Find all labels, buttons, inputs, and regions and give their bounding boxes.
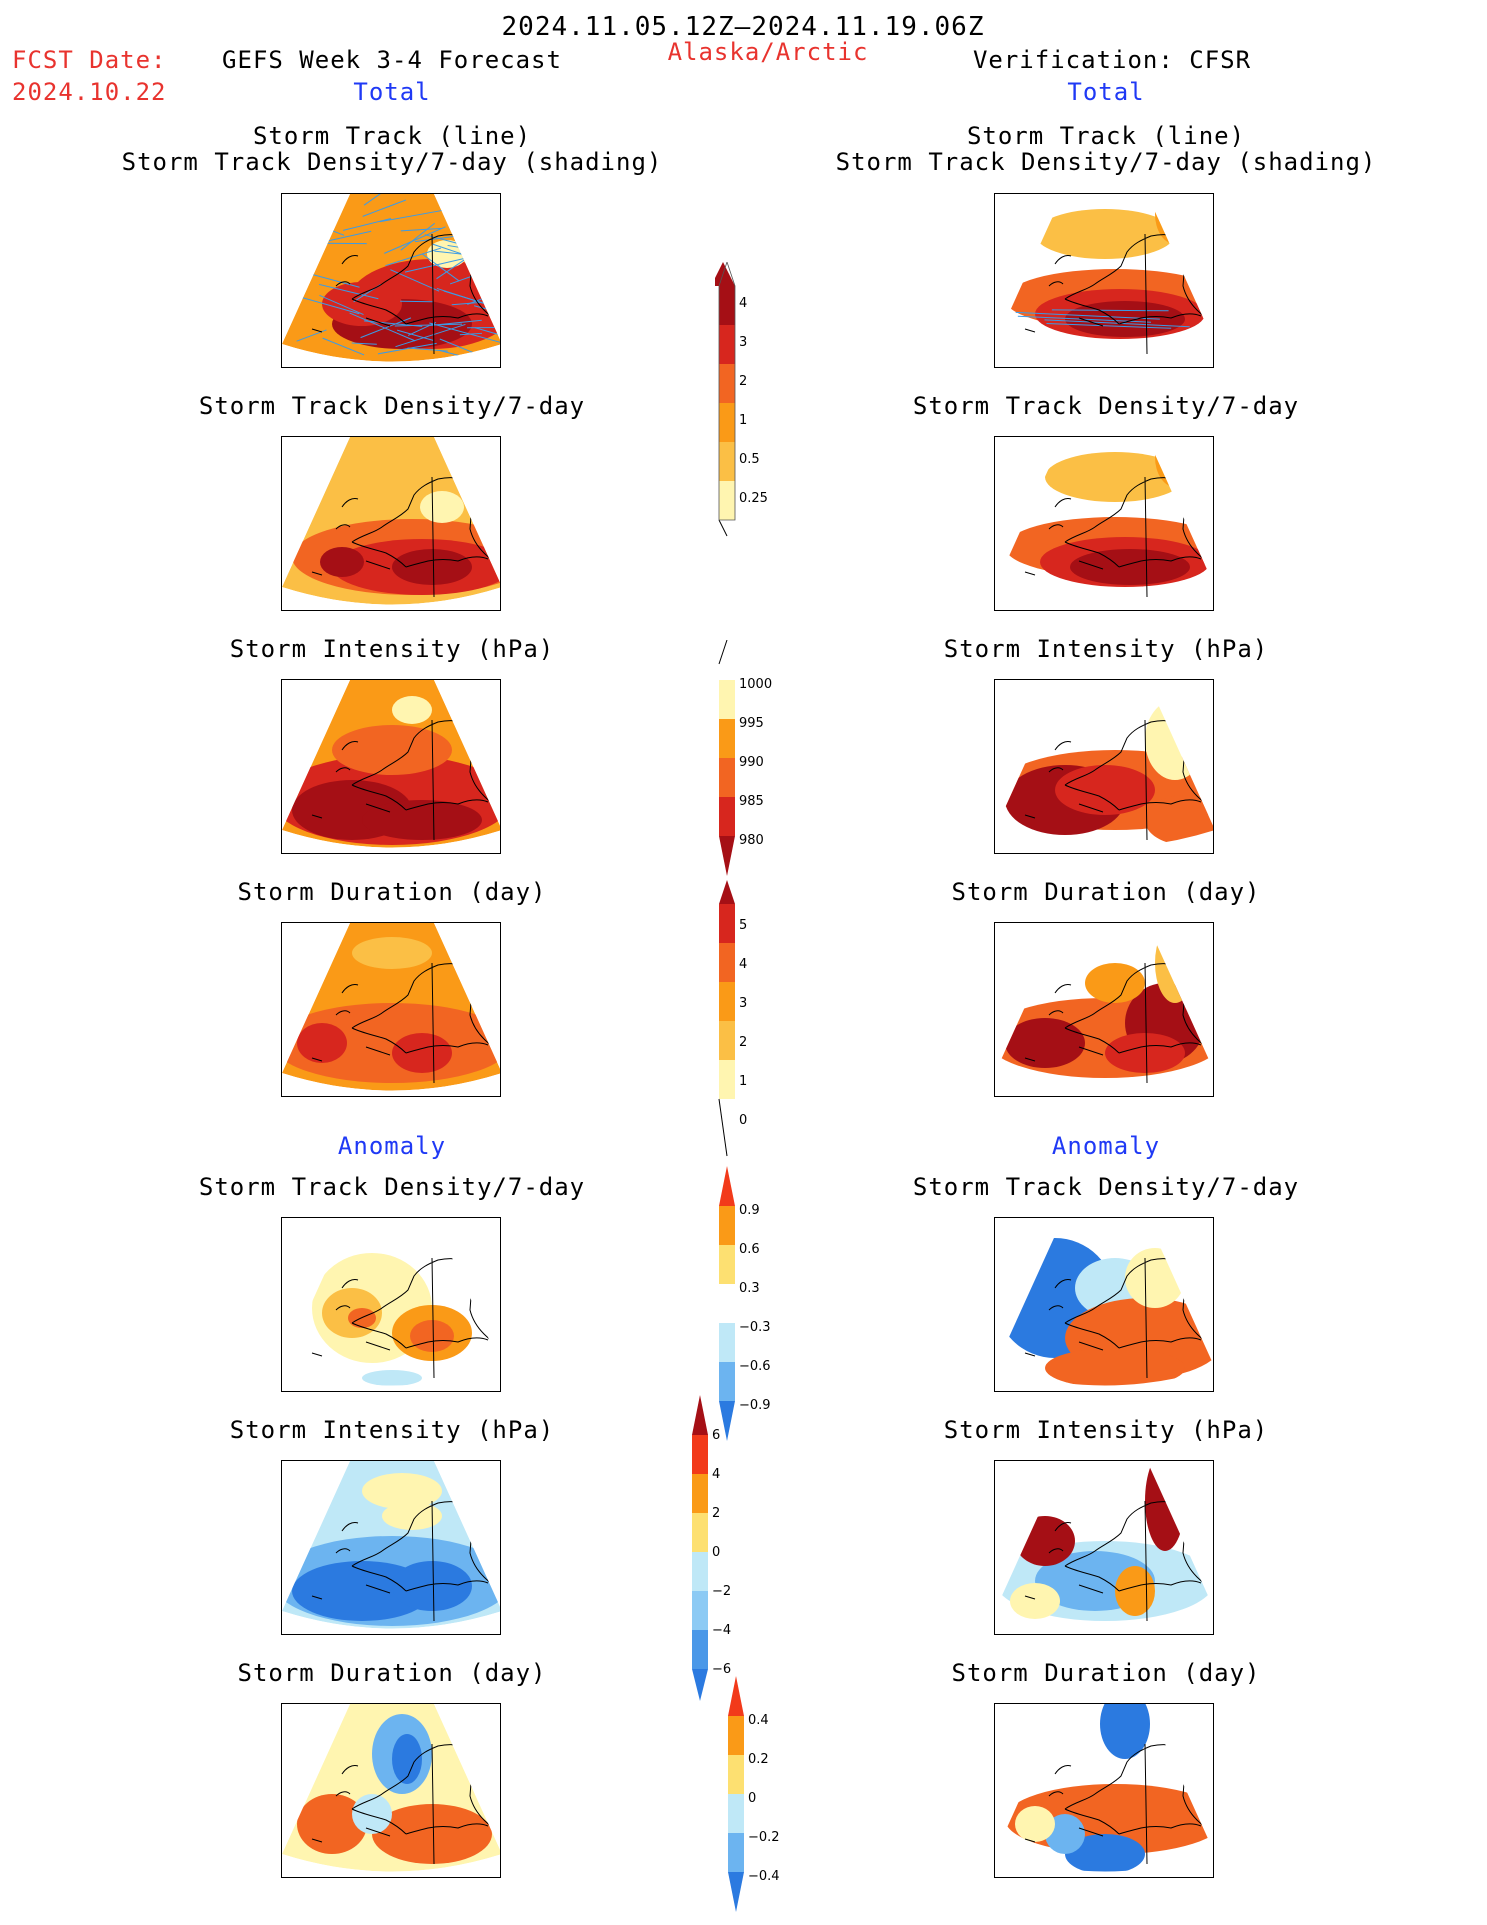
cbar-intensity-anom-label: 0	[712, 1545, 720, 1560]
cbar-duration-anom-label: 0.4	[748, 1713, 769, 1728]
map-cfsr-duration-anomaly	[994, 1703, 1214, 1878]
cbar-density-anom-label: 0.9	[739, 1203, 760, 1218]
cbar-density-total-label: 0.5	[739, 452, 760, 467]
cbar-intensity-anom-label: −6	[712, 1662, 731, 1677]
cbar-density-anom-label: −0.6	[739, 1359, 771, 1374]
right-anom-duration-title: Storm Duration (day)	[951, 1659, 1261, 1687]
cbar-intensity-total-label: 990	[739, 755, 764, 770]
right-duration-title: Storm Duration (day)	[951, 878, 1261, 906]
colorbar-density-total: 4 3 2 1 0.5 0.25	[715, 262, 768, 537]
left-total-label: Total	[353, 78, 431, 106]
right-anom-density-title: Storm Track Density/7-day	[912, 1173, 1300, 1201]
cbar-density-total-label: 4	[739, 296, 747, 311]
fcst-date-value: 2024.10.22	[12, 78, 167, 106]
colorbar-duration-anomaly: 0.4 0.2 0 −0.2 −0.4	[728, 1676, 780, 1912]
cbar-intensity-total-label: 985	[739, 794, 764, 809]
cbar-density-total-label: 2	[739, 374, 747, 389]
right-anom-intensity-title: Storm Intensity (hPa)	[943, 1416, 1269, 1444]
map-cfsr-duration-total	[994, 922, 1214, 1097]
cbar-density-anom-label: 0.6	[739, 1242, 760, 1257]
cbar-duration-anom-label: 0.2	[748, 1752, 769, 1767]
map-cfsr-density-total	[994, 436, 1214, 611]
cbar-duration-total-label: 1	[739, 1074, 747, 1089]
cbar-intensity-total-label: 980	[739, 833, 764, 848]
cbar-density-total-label: 1	[739, 413, 747, 428]
map-cfsr-intensity-anomaly	[994, 1460, 1214, 1635]
right-density-title: Storm Track Density/7-day	[912, 392, 1300, 420]
cbar-density-total-label: 0.25	[739, 491, 768, 506]
cbar-intensity-anom-label: 2	[712, 1506, 720, 1521]
cbar-intensity-anom-label: 4	[712, 1467, 720, 1482]
cbar-duration-anom-label: −0.2	[748, 1830, 780, 1845]
cbar-intensity-anom-label: −4	[712, 1623, 731, 1638]
cbar-intensity-anom-label: 6	[712, 1428, 720, 1443]
map-gefs-duration-total	[281, 922, 501, 1097]
map-cfsr-density-anomaly	[994, 1217, 1214, 1392]
left-track-line-title: Storm Track (line)	[252, 122, 532, 150]
left-track-shading-title: Storm Track Density/7-day (shading)	[121, 148, 663, 176]
cbar-duration-total-label: 0	[739, 1113, 747, 1128]
cbar-density-anom-label: 0.3	[739, 1281, 760, 1296]
cbar-duration-total-label: 4	[739, 957, 747, 972]
region-title: Alaska/Arctic	[667, 38, 869, 66]
fcst-date-label: FCST Date:	[12, 46, 167, 74]
right-track-shading-title: Storm Track Density/7-day (shading)	[835, 148, 1377, 176]
colorbar-density-anomaly: 0.9 0.6 0.3 −0.3 −0.6 −0.9	[719, 1166, 771, 1441]
colorbar-duration-total: 5 4 3 2 1 0	[718, 880, 747, 1157]
left-column-title: GEFS Week 3-4 Forecast	[222, 46, 562, 74]
right-track-line-title: Storm Track (line)	[966, 122, 1246, 150]
map-cfsr-track-total	[994, 193, 1214, 368]
left-anom-density-title: Storm Track Density/7-day	[198, 1173, 586, 1201]
map-cfsr-intensity-total	[994, 679, 1214, 854]
map-gefs-density-anomaly	[281, 1217, 501, 1392]
map-gefs-intensity-total	[281, 679, 501, 854]
right-column-title: Verification: CFSR	[972, 46, 1252, 74]
right-anomaly-label: Anomaly	[1051, 1132, 1161, 1160]
map-gefs-density-total	[281, 436, 501, 611]
cbar-duration-anom-label: −0.4	[748, 1869, 780, 1884]
left-intensity-title: Storm Intensity (hPa)	[229, 635, 555, 663]
map-gefs-intensity-anomaly	[281, 1460, 501, 1635]
left-duration-title: Storm Duration (day)	[237, 878, 547, 906]
cbar-intensity-total-label: 995	[739, 716, 764, 731]
forecast-period: 2024.11.05.12Z–2024.11.19.06Z	[501, 12, 985, 42]
right-intensity-title: Storm Intensity (hPa)	[943, 635, 1269, 663]
cbar-density-anom-label: −0.9	[739, 1398, 771, 1413]
cbar-intensity-total-label: 1000	[739, 677, 772, 692]
cbar-duration-total-label: 3	[739, 996, 747, 1011]
right-total-label: Total	[1067, 78, 1145, 106]
cbar-intensity-anom-label: −2	[712, 1584, 731, 1599]
map-gefs-track-total	[281, 193, 501, 368]
cbar-duration-anom-label: 0	[748, 1791, 756, 1806]
cbar-density-total-label: 3	[739, 335, 747, 350]
cbar-density-anom-label: −0.3	[739, 1320, 771, 1335]
left-density-title: Storm Track Density/7-day	[198, 392, 586, 420]
left-anom-duration-title: Storm Duration (day)	[237, 1659, 547, 1687]
cbar-duration-total-label: 2	[739, 1035, 747, 1050]
colorbar-intensity-total: 1000 995 990 985 980	[718, 640, 772, 876]
colorbar-intensity-anomaly: 6 4 2 0 −2 −4 −6	[692, 1395, 731, 1701]
cbar-duration-total-label: 5	[739, 918, 747, 933]
left-anom-intensity-title: Storm Intensity (hPa)	[229, 1416, 555, 1444]
left-anomaly-label: Anomaly	[337, 1132, 447, 1160]
map-gefs-duration-anomaly	[281, 1703, 501, 1878]
